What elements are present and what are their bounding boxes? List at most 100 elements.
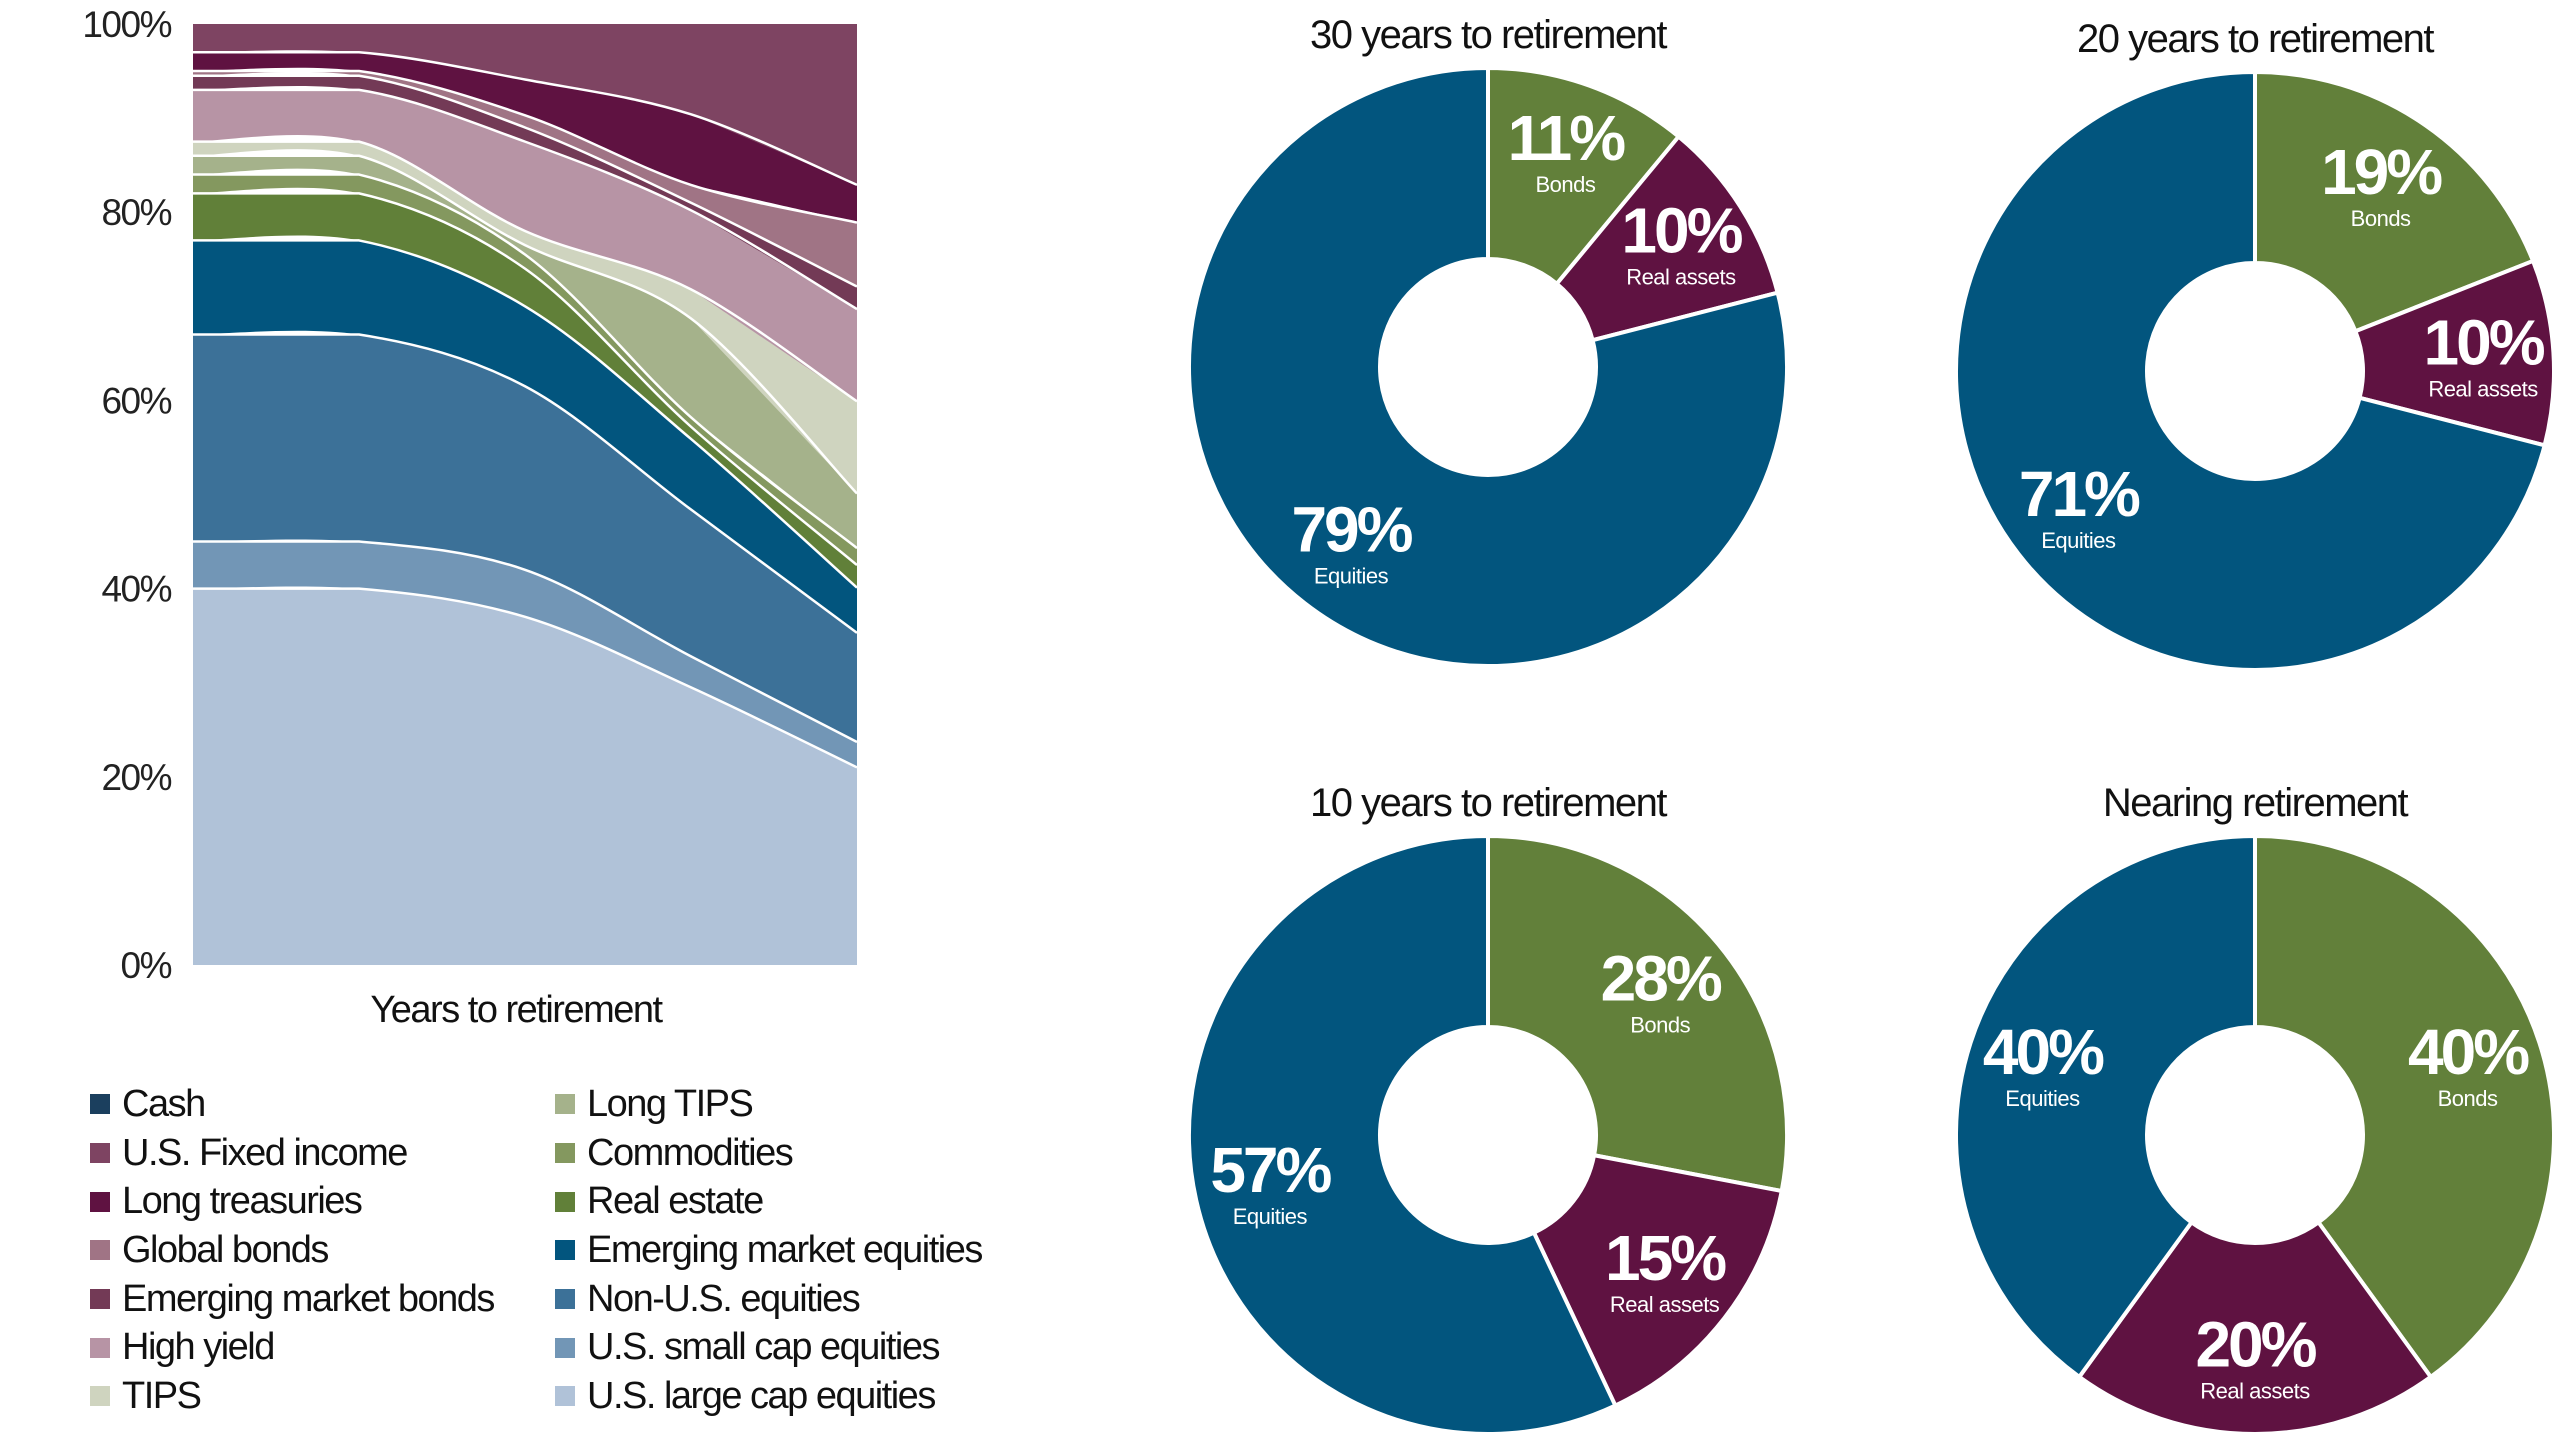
legend-item: High yield <box>90 1323 494 1372</box>
legend-item: Cash <box>90 1080 494 1129</box>
donut-title: 20 years to retirement <box>2077 17 2434 61</box>
legend-label: U.S. large cap equities <box>587 1374 936 1417</box>
area-boundary-line <box>193 239 858 589</box>
donut-slice-real-assets <box>2076 1219 2434 1436</box>
legend-label: Emerging market equities <box>587 1228 983 1271</box>
donut-slice-real-assets <box>2352 258 2556 448</box>
legend-item: Real estate <box>555 1177 982 1226</box>
donut-slice-value: 10% <box>1621 195 1742 267</box>
donut-title: Nearing retirement <box>2103 781 2409 825</box>
donut-slice-label: Equities <box>1233 1204 1308 1229</box>
y-tick-label: 80% <box>101 192 171 233</box>
donut-chart: 20 years to retirement 19%Bonds 10%Real as… <box>1954 17 2556 672</box>
donut-title: 10 years to retirement <box>1310 781 1667 825</box>
donut-chart: 10 years to retirement 28%Bonds 15%Real as… <box>1186 781 1789 1436</box>
donut-slice-value: 71% <box>2019 458 2140 530</box>
legend-label: Emerging market bonds <box>122 1277 495 1320</box>
y-tick-label: 100% <box>82 4 171 45</box>
donut-slice-label: Bonds <box>1630 1013 1690 1038</box>
area-boundary-line <box>193 154 858 495</box>
donut-slice-bonds <box>2253 833 2557 1380</box>
donut-slice-value: 15% <box>1605 1222 1726 1294</box>
area-u-s-large-cap-equities <box>193 588 857 965</box>
y-axis-ticks: 0% 20% 40% 60% 80% 100% <box>82 4 173 986</box>
legend-swatch <box>90 1386 110 1407</box>
legend-swatch <box>555 1386 575 1407</box>
donut-slice-real-assets <box>1554 133 1781 343</box>
area-boundary-line <box>193 140 858 403</box>
donut-slice-equities <box>1187 65 1789 668</box>
area-boundary-line <box>193 587 858 769</box>
legend-swatch <box>90 1337 110 1358</box>
donut-slice-label: Real assets <box>2428 377 2538 402</box>
legend-label: Commodities <box>587 1131 794 1174</box>
donut-slice-label: Equities <box>2005 1086 2080 1111</box>
area-non-u-s-equities <box>193 334 857 742</box>
area-u-s-fixed-income <box>193 24 857 185</box>
area-boundary-line <box>192 173 858 550</box>
y-tick-label: 40% <box>101 569 171 610</box>
area-tips <box>193 141 857 494</box>
legend-item: Long treasuries <box>90 1177 494 1226</box>
legend-swatch <box>90 1240 110 1261</box>
legend-label: Non-U.S. equities <box>587 1277 861 1320</box>
donut-slice-label: Real assets <box>2200 1379 2310 1404</box>
legend-column-2: Long TIPS Commodities Real estate Emerging … <box>555 1080 983 1421</box>
donut-slice-bonds <box>2253 69 2536 334</box>
donut-slice-equities <box>1953 833 2257 1380</box>
legend-item: Long TIPS <box>555 1080 982 1129</box>
donut-slice-value: 57% <box>1210 1134 1331 1206</box>
area-boundary-line <box>193 69 858 224</box>
area-real-estate <box>193 193 857 588</box>
area-boundary-line <box>192 88 858 311</box>
donut-slice-equities <box>1186 833 1618 1436</box>
legend-label: Real estate <box>587 1180 764 1223</box>
legend-label: Long TIPS <box>587 1082 754 1125</box>
legend-label: High yield <box>122 1326 275 1369</box>
legend-item: U.S. Fixed income <box>90 1129 494 1178</box>
legend-item: TIPS <box>90 1372 494 1421</box>
legend-item: Emerging market bonds <box>90 1275 495 1324</box>
stacked-area-chart <box>192 24 858 965</box>
legend-swatch <box>555 1289 575 1310</box>
area-boundary-line <box>193 192 858 567</box>
y-tick-label: 0% <box>121 945 172 986</box>
legend-label: U.S. small cap equities <box>587 1326 941 1369</box>
area-long-treasuries <box>193 52 857 223</box>
donut-slice-label: Bonds <box>2351 206 2411 231</box>
legend-swatch <box>555 1094 575 1115</box>
legend-label: Cash <box>122 1082 206 1125</box>
area-high-yield <box>193 89 857 402</box>
x-axis-label: Years to retirement <box>370 989 663 1031</box>
area-boundary-line <box>193 540 858 744</box>
donut-chart: 30 years to retirement 11%Bonds 10%Real as… <box>1187 13 1789 668</box>
legend-label: Long treasuries <box>122 1180 363 1223</box>
donut-slice-label: Real assets <box>1626 265 1736 290</box>
donut-slice-value: 11% <box>1508 102 1626 174</box>
legend-item: U.S. large cap equities <box>555 1372 982 1421</box>
legend-swatch <box>555 1337 575 1358</box>
legend-swatch <box>555 1240 575 1261</box>
donut-slice-value: 28% <box>1601 943 1722 1015</box>
legend-label: TIPS <box>122 1374 202 1417</box>
area-boundary-line <box>193 50 858 187</box>
legend-swatch <box>90 1143 110 1164</box>
donut-slice-label: Equities <box>2041 528 2116 553</box>
donut-slice-value: 79% <box>1291 494 1412 566</box>
y-tick-label: 20% <box>101 757 171 798</box>
donut-slice-equities <box>1954 69 2548 672</box>
donut-title: 30 years to retirement <box>1310 13 1667 57</box>
donut-slice-real-assets <box>1531 1152 1785 1409</box>
donut-slice-bonds <box>1486 833 1789 1194</box>
legend-item: Emerging market equities <box>555 1226 983 1275</box>
legend-swatch <box>90 1289 110 1310</box>
legend-column-1: Cash U.S. Fixed income Long treasuries Glob… <box>90 1080 495 1421</box>
y-tick-label: 60% <box>101 380 171 421</box>
legend-swatch <box>90 1094 110 1115</box>
legend-swatch <box>555 1191 575 1212</box>
donut-slice-value: 20% <box>2195 1309 2316 1381</box>
legend-swatch <box>555 1143 575 1164</box>
donut-slice-value: 40% <box>1983 1016 2104 1088</box>
